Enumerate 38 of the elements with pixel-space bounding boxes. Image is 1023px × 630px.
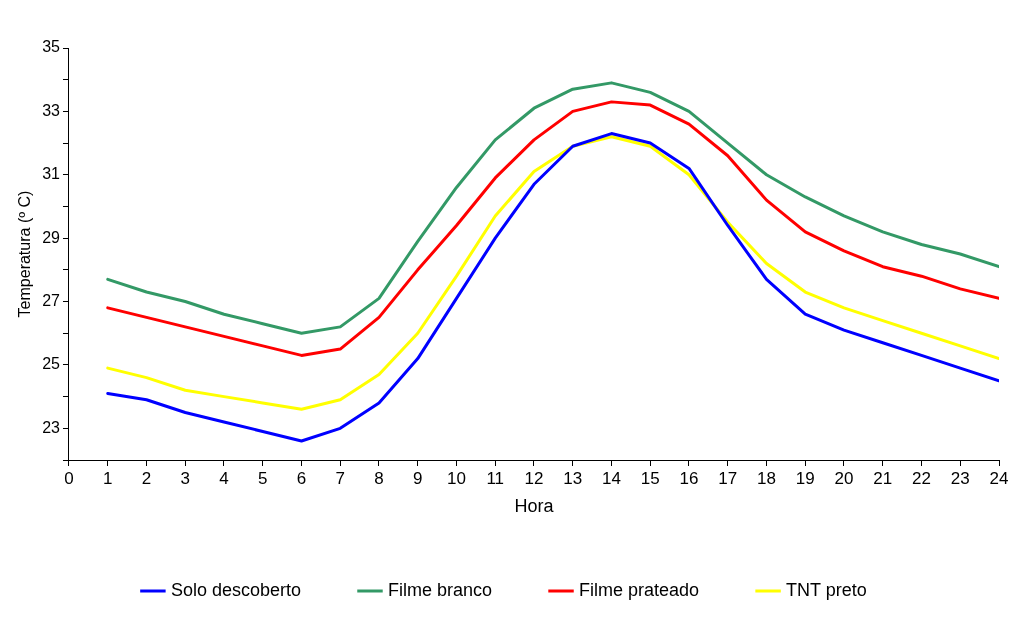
x-tick-label: 7 [335,468,345,488]
x-tick-label: 17 [718,468,738,488]
x-tick-label: 19 [795,468,815,488]
y-tick-label: 25 [42,355,61,373]
x-tick-label: 13 [563,468,583,488]
x-tick-label: 10 [447,468,466,488]
x-tick-label: 2 [141,468,152,488]
x-tick-label: 12 [524,468,544,488]
x-tick-label: 22 [912,468,931,488]
x-tick-label: 6 [296,468,307,488]
legend-label: Solo descoberto [170,579,301,600]
x-tick-label: 18 [757,468,776,488]
x-tick-label: 1 [103,468,113,488]
x-tick-label: 8 [374,468,384,488]
y-tick-label: 27 [42,291,61,309]
x-tick-label: 4 [219,468,229,488]
x-tick-label: 3 [180,468,190,488]
y-tick-label: 33 [42,101,61,119]
x-tick-label: 16 [679,468,699,488]
x-tick-label: 20 [834,468,854,488]
x-axis-title: Hora [514,496,555,517]
y-tick-label: 23 [42,418,61,436]
legend-label: TNT preto [786,579,867,600]
y-tick-label: 29 [42,228,61,246]
x-tick-label: 23 [950,468,970,488]
x-tick-label: 15 [640,468,660,488]
x-tick-label: 0 [64,468,74,488]
x-tick-label: 14 [602,468,621,488]
y-axis-title: Temperatura (º C) [16,190,34,318]
x-tick-label: 11 [486,468,505,488]
legend-label: Filme prateado [579,579,700,600]
x-tick-label: 24 [989,468,1009,488]
x-tick-label: 21 [873,468,893,488]
x-tick-label: 9 [413,468,423,488]
y-tick-label: 35 [42,38,61,56]
x-tick-label: 5 [258,468,268,488]
y-tick-label: 31 [42,165,61,183]
legend-label: Filme branco [387,579,493,600]
